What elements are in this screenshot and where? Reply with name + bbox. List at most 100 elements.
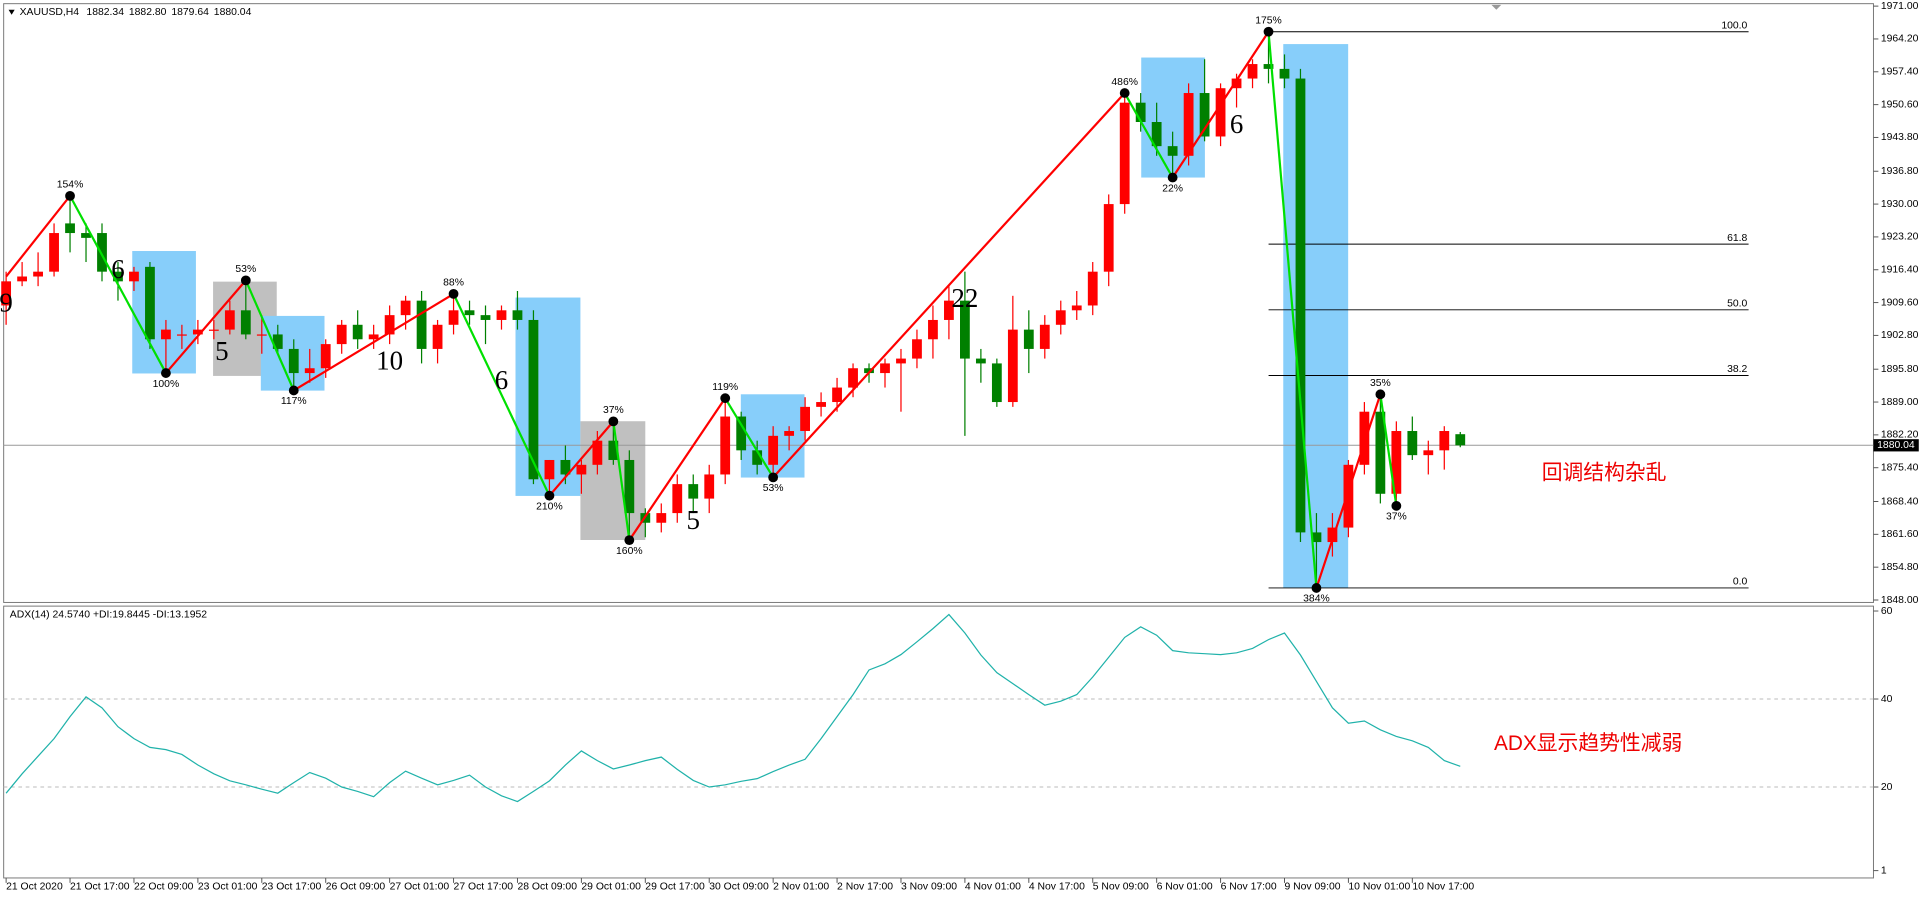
candle-body xyxy=(768,435,779,465)
zigzag-pivot xyxy=(1391,500,1402,511)
pivot-label: 100% xyxy=(153,379,180,390)
zigzag-segment xyxy=(1267,31,1318,589)
candle-body xyxy=(1279,68,1290,79)
candle-body xyxy=(816,402,826,407)
y-tick-label: 1848.00 xyxy=(1881,595,1919,606)
x-tick-label: 29 Oct 17:00 xyxy=(645,881,705,892)
candle-body xyxy=(81,233,91,238)
zigzag-segment xyxy=(1315,393,1382,589)
candle-body xyxy=(1135,102,1146,123)
zigzag-pivot xyxy=(1311,583,1322,593)
zigzag-pivot xyxy=(1375,389,1386,400)
candle-body xyxy=(33,271,43,277)
candle-body xyxy=(1327,527,1338,543)
zigzag-segment xyxy=(1379,394,1398,507)
candle-body xyxy=(720,416,731,475)
pivot-label: 175% xyxy=(1255,15,1282,26)
candle-body xyxy=(880,363,890,374)
x-tick-label: 4 Nov 01:00 xyxy=(965,881,1021,892)
x-tick-label: 26 Oct 09:00 xyxy=(326,881,386,892)
adx-line xyxy=(5,613,1461,803)
pivot-label: 486% xyxy=(1111,77,1138,88)
zigzag-segment xyxy=(612,421,631,541)
zigzag-pivot xyxy=(65,190,75,201)
x-tick-label: 2 Nov 01:00 xyxy=(773,881,829,892)
candle-body xyxy=(832,387,842,403)
y-tick-label: 40 xyxy=(1881,694,1893,705)
candle-body xyxy=(1039,324,1050,349)
x-tick-label: 6 Nov 01:00 xyxy=(1157,881,1213,892)
candle-body xyxy=(1407,431,1418,456)
zigzag-pivot xyxy=(544,490,555,501)
candle-body xyxy=(784,431,795,436)
candle-body xyxy=(752,450,763,465)
pivot-label: 154% xyxy=(57,180,84,191)
x-tick-label: 21 Oct 2020 xyxy=(6,881,63,892)
candle-body xyxy=(704,474,715,499)
candle-body xyxy=(928,319,938,340)
pivot-label: 384% xyxy=(1303,594,1330,605)
x-tick-label: 21 Oct 17:00 xyxy=(70,881,130,892)
zigzag-segment xyxy=(165,279,247,374)
annotation: 回调结构杂乱 xyxy=(1542,461,1667,484)
candle-body xyxy=(224,310,235,330)
current-price-tag xyxy=(1873,439,1919,452)
pivot-label: 53% xyxy=(763,483,784,494)
quote-close: 1880.04 xyxy=(214,7,252,18)
candle-body xyxy=(416,300,427,349)
candle-body xyxy=(848,368,858,388)
candle-body xyxy=(896,358,906,364)
candle-body xyxy=(240,310,251,335)
candle-body xyxy=(991,363,1002,403)
wave-count: 6 xyxy=(1230,109,1243,139)
candle-body xyxy=(1359,411,1370,465)
zigzag-segment xyxy=(1123,92,1174,179)
y-tick-label: 1875.40 xyxy=(1881,462,1919,473)
candle-body xyxy=(672,484,683,514)
y-tick-label: 1854.80 xyxy=(1881,562,1919,573)
candle-body xyxy=(129,271,139,282)
x-tick-label: 3 Nov 09:00 xyxy=(901,881,957,892)
candle-body xyxy=(161,329,171,340)
zigzag-segment xyxy=(452,293,551,497)
wave-count: 6 xyxy=(111,254,124,284)
candle-body xyxy=(384,315,395,335)
candle-body xyxy=(1007,329,1018,403)
x-tick-label: 2 Nov 17:00 xyxy=(837,881,893,892)
zigzag-pivot xyxy=(1119,88,1130,98)
candle-body xyxy=(192,329,203,335)
candle-body xyxy=(512,310,523,320)
candle-body xyxy=(97,233,107,272)
candle-body xyxy=(1295,78,1306,533)
zigzag-pivot xyxy=(448,288,459,299)
quote-open: 1882.34 xyxy=(86,7,124,18)
candle-body xyxy=(1247,64,1258,79)
candle-body xyxy=(400,300,411,316)
quote-high: 1882.80 xyxy=(129,7,167,18)
x-tick-label: 6 Nov 17:00 xyxy=(1221,881,1277,892)
candle-body xyxy=(800,406,810,432)
indicator-title: ADX(14) 24.5740 +DI:19.8445 -DI:13.1952 xyxy=(10,609,207,620)
candle-body xyxy=(17,276,27,282)
pivot-label: 37% xyxy=(1386,512,1407,523)
candle-body xyxy=(320,344,331,369)
y-tick-label: 1936.80 xyxy=(1881,166,1919,177)
zigzag-segment xyxy=(293,292,455,392)
pivot-label: 22% xyxy=(1162,183,1183,194)
candle-body xyxy=(448,310,459,325)
candle-body xyxy=(272,334,283,349)
candle-body xyxy=(352,324,363,340)
candle-body xyxy=(944,300,954,320)
y-tick-label: 1930.00 xyxy=(1881,199,1919,210)
candle-body xyxy=(528,319,539,480)
shift-marker xyxy=(1491,4,1502,10)
x-tick-label: 4 Nov 17:00 xyxy=(1029,881,1085,892)
candle-body xyxy=(1455,434,1466,446)
y-tick-label: 1909.60 xyxy=(1881,297,1919,308)
candle-body xyxy=(1071,305,1082,311)
candle-body xyxy=(368,334,379,340)
y-tick-label: 1902.80 xyxy=(1881,330,1919,341)
fib-label: 61.8 xyxy=(1727,233,1747,244)
fib-label: 0.0 xyxy=(1733,577,1748,588)
